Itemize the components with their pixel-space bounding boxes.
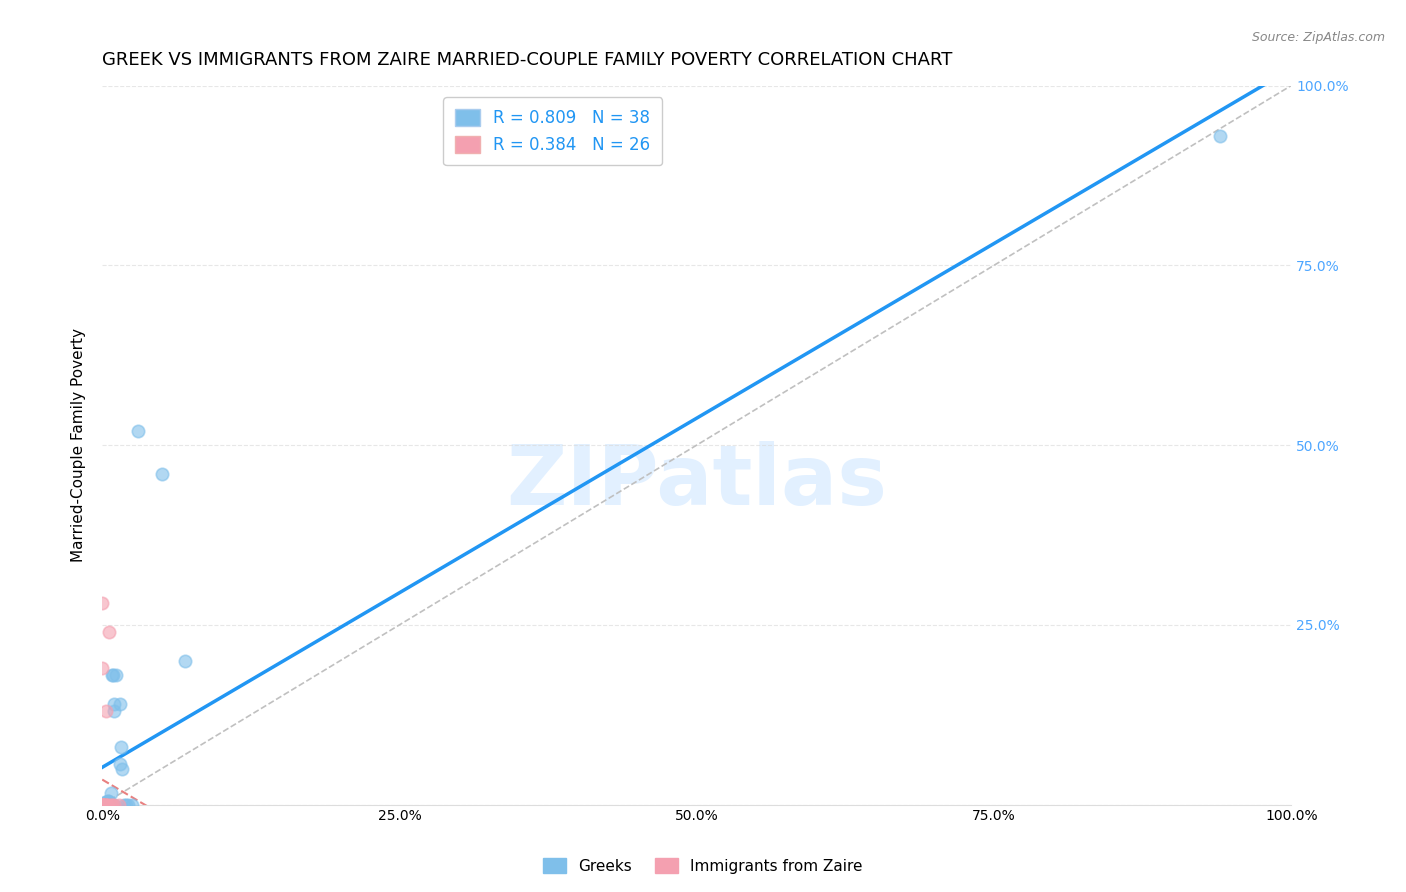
Point [93, 796, 115, 810]
Point [91, 797, 114, 812]
Point [100, 797, 122, 812]
Point [115, 797, 138, 812]
Point [91, 797, 114, 812]
Point [94, 797, 117, 812]
Point [91, 797, 114, 812]
Text: GREEK VS IMMIGRANTS FROM ZAIRE MARRIED-COUPLE FAMILY POVERTY CORRELATION CHART: GREEK VS IMMIGRANTS FROM ZAIRE MARRIED-C… [103, 51, 953, 69]
Point [112, 797, 135, 812]
Point [93, 797, 115, 812]
Point [174, 654, 197, 668]
Point [97, 794, 120, 808]
Point [91, 797, 114, 811]
Point [121, 797, 143, 812]
Legend: R = 0.809   N = 38, R = 0.384   N = 26: R = 0.809 N = 38, R = 0.384 N = 26 [443, 97, 662, 165]
Point [98, 795, 121, 809]
Point [96, 796, 118, 810]
Point [93, 797, 115, 812]
Point [117, 797, 139, 812]
Point [105, 668, 128, 682]
Point [91, 797, 114, 812]
Point [97, 794, 120, 808]
Point [110, 740, 132, 755]
Point [103, 697, 125, 711]
Point [150, 467, 173, 481]
Point [93, 797, 115, 812]
Point [91, 797, 114, 812]
Point [100, 797, 122, 811]
Point [97, 797, 120, 812]
Point [100, 786, 122, 800]
Point [91, 797, 114, 812]
Point [108, 697, 131, 711]
Legend: Greeks, Immigrants from Zaire: Greeks, Immigrants from Zaire [537, 852, 869, 880]
Text: Source: ZipAtlas.com: Source: ZipAtlas.com [1251, 31, 1385, 45]
Point [91, 797, 114, 812]
Point [98, 625, 121, 640]
Point [91, 797, 114, 812]
Point [91, 596, 114, 610]
Point [93, 797, 115, 812]
Point [103, 704, 125, 718]
Point [91, 797, 114, 812]
Point [94, 797, 117, 812]
Point [96, 797, 118, 812]
Point [91, 797, 114, 812]
Point [108, 797, 131, 812]
Point [1209, 128, 1232, 143]
Point [111, 762, 134, 776]
Point [103, 797, 125, 812]
Text: ZIPatlas: ZIPatlas [506, 441, 887, 522]
Point [96, 797, 118, 812]
Point [100, 797, 122, 812]
Point [91, 797, 114, 812]
Point [93, 797, 115, 812]
Point [93, 797, 115, 812]
Point [91, 797, 114, 812]
Point [108, 757, 131, 772]
Point [91, 797, 114, 812]
Point [91, 661, 114, 675]
Point [91, 797, 114, 812]
Point [93, 797, 115, 812]
Point [94, 704, 117, 718]
Point [94, 797, 117, 812]
Point [101, 668, 124, 682]
Point [103, 797, 125, 812]
Point [127, 424, 149, 438]
Point [94, 797, 117, 812]
Y-axis label: Married-Couple Family Poverty: Married-Couple Family Poverty [72, 328, 86, 562]
Point [100, 668, 122, 682]
Point [93, 797, 115, 812]
Point [94, 797, 117, 812]
